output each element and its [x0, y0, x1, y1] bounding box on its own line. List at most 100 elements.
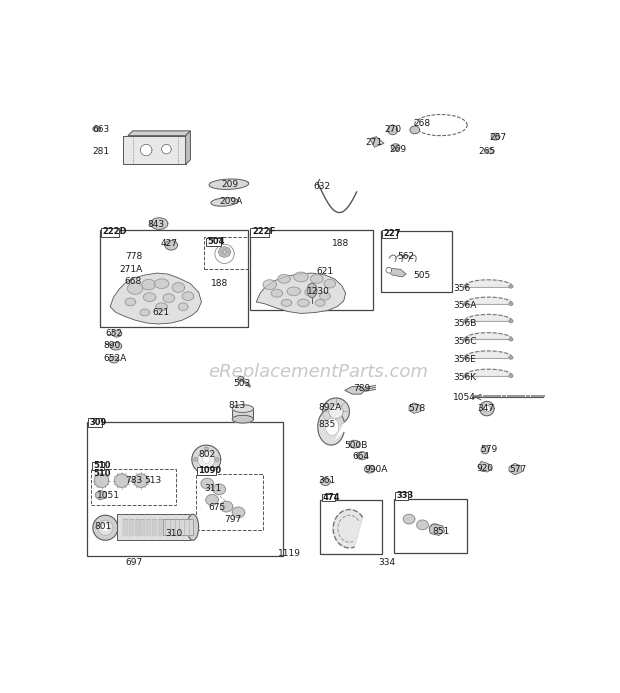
Text: 851: 851	[432, 527, 450, 536]
Polygon shape	[321, 477, 330, 486]
Text: 209A: 209A	[219, 197, 242, 206]
Text: 920: 920	[476, 464, 494, 473]
Polygon shape	[478, 462, 492, 472]
Text: 268: 268	[414, 119, 431, 128]
Polygon shape	[225, 247, 229, 252]
Polygon shape	[95, 490, 107, 500]
Polygon shape	[102, 524, 109, 532]
Text: 271: 271	[366, 138, 383, 147]
Polygon shape	[484, 405, 490, 412]
Polygon shape	[391, 144, 400, 150]
Polygon shape	[287, 287, 301, 296]
Polygon shape	[326, 418, 339, 435]
Text: 843: 843	[147, 220, 164, 229]
Polygon shape	[509, 285, 513, 288]
Polygon shape	[192, 445, 221, 474]
Polygon shape	[324, 279, 335, 288]
Polygon shape	[370, 137, 384, 147]
Polygon shape	[464, 369, 512, 376]
Text: 505: 505	[413, 272, 430, 281]
Polygon shape	[218, 250, 223, 254]
Polygon shape	[164, 519, 167, 536]
Polygon shape	[329, 404, 343, 419]
Polygon shape	[179, 303, 188, 310]
Polygon shape	[403, 514, 415, 524]
Text: 1054: 1054	[453, 392, 476, 401]
Text: 621: 621	[152, 308, 169, 317]
Polygon shape	[307, 283, 317, 297]
Polygon shape	[128, 131, 190, 136]
Text: 361: 361	[319, 476, 336, 485]
Polygon shape	[141, 144, 152, 156]
Bar	[320, 500, 382, 554]
Bar	[322, 493, 335, 501]
Text: 801: 801	[95, 523, 112, 532]
Polygon shape	[205, 447, 208, 451]
Polygon shape	[226, 250, 231, 254]
Polygon shape	[172, 283, 185, 292]
Polygon shape	[203, 456, 210, 464]
Polygon shape	[213, 484, 226, 495]
Polygon shape	[305, 288, 316, 296]
Polygon shape	[219, 252, 224, 256]
Text: 783: 783	[125, 476, 143, 485]
Text: 1090: 1090	[198, 466, 221, 475]
Polygon shape	[209, 179, 249, 189]
Polygon shape	[316, 299, 325, 306]
Polygon shape	[157, 519, 162, 536]
Text: 427: 427	[160, 239, 177, 248]
Text: 789: 789	[353, 384, 371, 393]
Polygon shape	[417, 520, 428, 529]
Polygon shape	[163, 294, 175, 302]
Polygon shape	[128, 283, 143, 295]
Text: 797: 797	[224, 515, 241, 524]
Polygon shape	[509, 464, 521, 475]
Polygon shape	[135, 519, 138, 536]
Polygon shape	[201, 478, 213, 489]
Polygon shape	[109, 356, 119, 363]
Text: 513: 513	[144, 476, 161, 485]
Polygon shape	[232, 415, 254, 423]
Text: 1051: 1051	[97, 491, 120, 500]
Text: 835: 835	[319, 421, 336, 430]
Text: 675: 675	[208, 503, 226, 512]
Polygon shape	[271, 290, 283, 297]
Polygon shape	[509, 319, 513, 322]
Polygon shape	[409, 403, 420, 414]
Text: 347: 347	[477, 404, 494, 413]
Polygon shape	[129, 519, 133, 536]
Text: 697: 697	[125, 558, 143, 567]
Polygon shape	[509, 356, 513, 359]
Polygon shape	[238, 376, 244, 381]
Text: 333: 333	[396, 491, 414, 500]
Text: 562: 562	[397, 252, 415, 261]
Polygon shape	[98, 520, 113, 536]
Text: 222D: 222D	[102, 227, 126, 236]
Polygon shape	[281, 299, 292, 306]
Polygon shape	[349, 440, 360, 448]
Polygon shape	[464, 374, 467, 378]
Polygon shape	[140, 309, 149, 316]
Polygon shape	[110, 273, 202, 324]
Polygon shape	[151, 218, 168, 229]
Polygon shape	[464, 351, 512, 358]
Polygon shape	[464, 285, 467, 288]
Bar	[92, 462, 104, 470]
Polygon shape	[464, 338, 467, 341]
Polygon shape	[198, 451, 215, 468]
Text: 778: 778	[125, 252, 143, 261]
Text: 310: 310	[165, 529, 182, 538]
Text: 209: 209	[222, 179, 239, 188]
Polygon shape	[143, 292, 156, 301]
Polygon shape	[386, 267, 392, 273]
Polygon shape	[211, 198, 238, 206]
Polygon shape	[464, 356, 467, 359]
Polygon shape	[182, 292, 194, 301]
Text: 892A: 892A	[319, 403, 342, 412]
Text: 663: 663	[92, 125, 109, 134]
Polygon shape	[294, 272, 308, 282]
Text: 668: 668	[125, 277, 142, 286]
Text: 1230: 1230	[307, 287, 330, 296]
Text: 309: 309	[89, 418, 107, 427]
Bar	[87, 422, 283, 556]
